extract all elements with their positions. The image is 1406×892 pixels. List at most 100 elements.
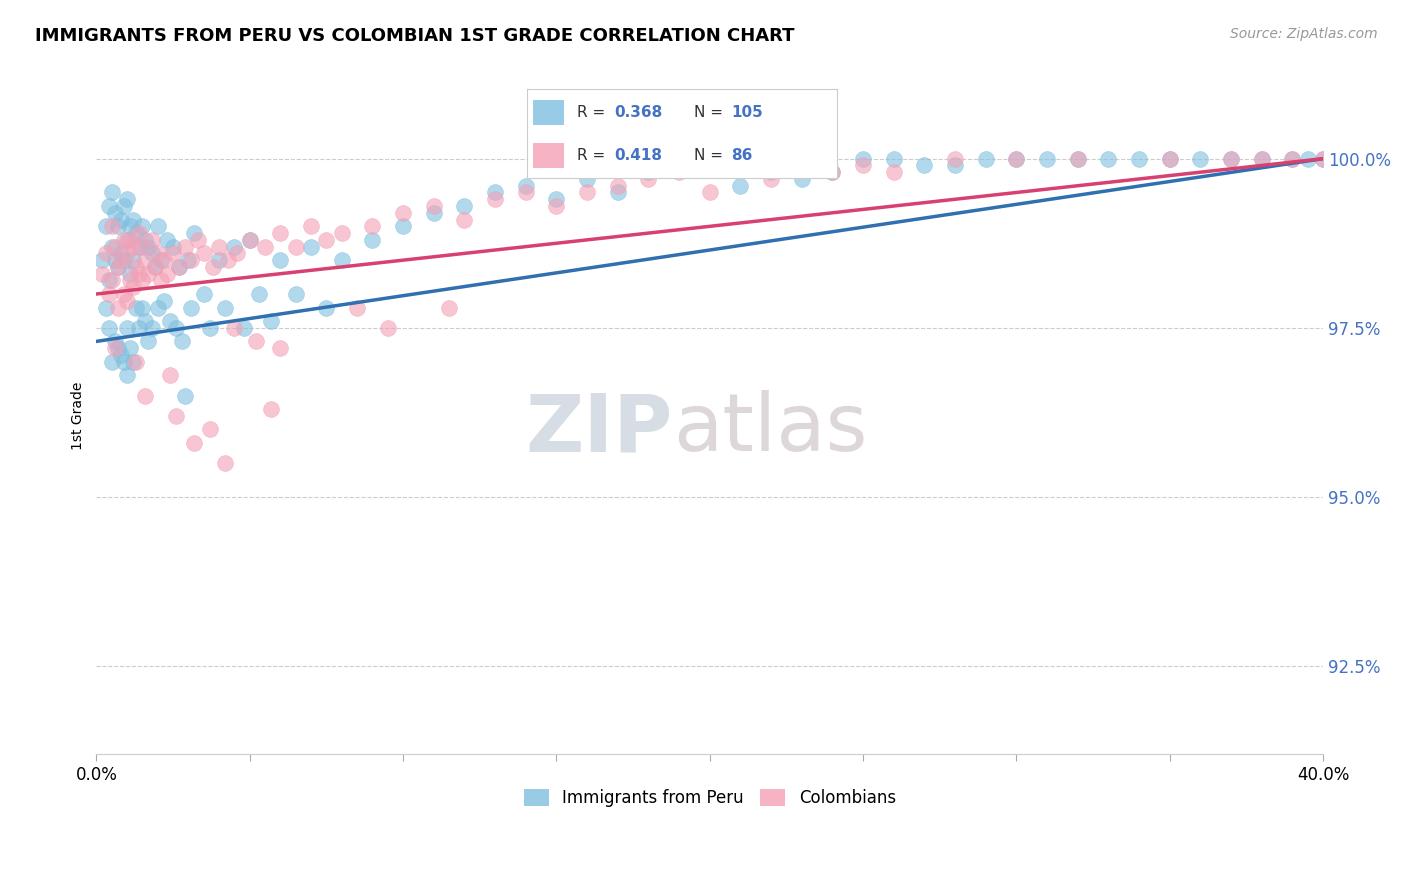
Point — [821, 165, 844, 179]
Point — [260, 314, 283, 328]
Point — [1036, 152, 1059, 166]
Point — [299, 239, 322, 253]
Point — [1067, 152, 1090, 166]
Point — [315, 301, 337, 315]
Point — [198, 321, 221, 335]
Point — [699, 158, 721, 172]
Point — [159, 368, 181, 383]
Point — [110, 212, 132, 227]
Point — [112, 253, 135, 268]
Point — [1312, 152, 1334, 166]
Point — [120, 341, 142, 355]
Point — [912, 158, 935, 172]
Point — [125, 354, 148, 368]
Point — [546, 199, 568, 213]
Point — [759, 172, 782, 186]
Point — [606, 178, 628, 193]
Point — [422, 199, 444, 213]
Point — [122, 354, 145, 368]
Point — [112, 287, 135, 301]
Point — [1296, 152, 1319, 166]
Point — [852, 158, 875, 172]
Point — [330, 226, 353, 240]
Point — [104, 206, 127, 220]
Text: 105: 105 — [731, 105, 763, 120]
Point — [1312, 152, 1334, 166]
Bar — [533, 100, 564, 125]
Point — [100, 273, 122, 287]
Point — [269, 253, 291, 268]
Point — [134, 253, 156, 268]
Point — [1281, 152, 1303, 166]
Point — [330, 253, 353, 268]
Point — [100, 354, 122, 368]
Point — [153, 293, 176, 308]
Point — [100, 239, 122, 253]
Point — [138, 334, 160, 349]
Point — [138, 267, 160, 281]
Point — [115, 233, 138, 247]
Point — [883, 165, 905, 179]
Point — [143, 260, 166, 274]
Text: 0.418: 0.418 — [614, 148, 662, 162]
Point — [821, 165, 844, 179]
Point — [576, 172, 599, 186]
Point — [156, 233, 179, 247]
Point — [141, 246, 163, 260]
Point — [484, 192, 506, 206]
Point — [115, 368, 138, 383]
Point — [260, 402, 283, 417]
Point — [167, 260, 190, 274]
Point — [392, 206, 415, 220]
Text: 86: 86 — [731, 148, 752, 162]
Point — [1189, 152, 1212, 166]
Point — [131, 239, 153, 253]
Point — [346, 301, 368, 315]
Point — [112, 199, 135, 213]
Point — [134, 314, 156, 328]
Point — [174, 239, 197, 253]
Point — [100, 219, 122, 234]
Text: IMMIGRANTS FROM PERU VS COLOMBIAN 1ST GRADE CORRELATION CHART: IMMIGRANTS FROM PERU VS COLOMBIAN 1ST GR… — [35, 27, 794, 45]
Point — [1067, 152, 1090, 166]
Point — [198, 422, 221, 436]
Point — [115, 321, 138, 335]
Point — [128, 321, 150, 335]
Point — [134, 388, 156, 402]
Point — [1220, 152, 1243, 166]
Text: atlas: atlas — [673, 391, 868, 468]
Point — [254, 239, 277, 253]
Point — [208, 239, 231, 253]
Point — [156, 267, 179, 281]
Point — [172, 334, 194, 349]
Point — [162, 246, 184, 260]
Point — [104, 253, 127, 268]
Point — [247, 287, 270, 301]
Point — [269, 341, 291, 355]
Text: R =: R = — [576, 148, 610, 162]
Text: ZIP: ZIP — [526, 391, 673, 468]
Point — [943, 158, 966, 172]
Point — [125, 260, 148, 274]
Point — [1005, 152, 1028, 166]
Point — [377, 321, 399, 335]
Point — [883, 152, 905, 166]
Point — [104, 239, 127, 253]
Point — [122, 280, 145, 294]
Point — [699, 186, 721, 200]
Point — [284, 287, 307, 301]
Point — [730, 178, 752, 193]
Point — [94, 301, 117, 315]
Point — [128, 239, 150, 253]
Point — [974, 152, 997, 166]
Point — [484, 186, 506, 200]
Legend: Immigrants from Peru, Colombians: Immigrants from Peru, Colombians — [517, 782, 903, 814]
Point — [315, 233, 337, 247]
Point — [177, 253, 200, 268]
Point — [239, 233, 262, 247]
Point — [146, 219, 169, 234]
Point — [1250, 152, 1272, 166]
Point — [1005, 152, 1028, 166]
Point — [515, 186, 537, 200]
Point — [668, 165, 690, 179]
